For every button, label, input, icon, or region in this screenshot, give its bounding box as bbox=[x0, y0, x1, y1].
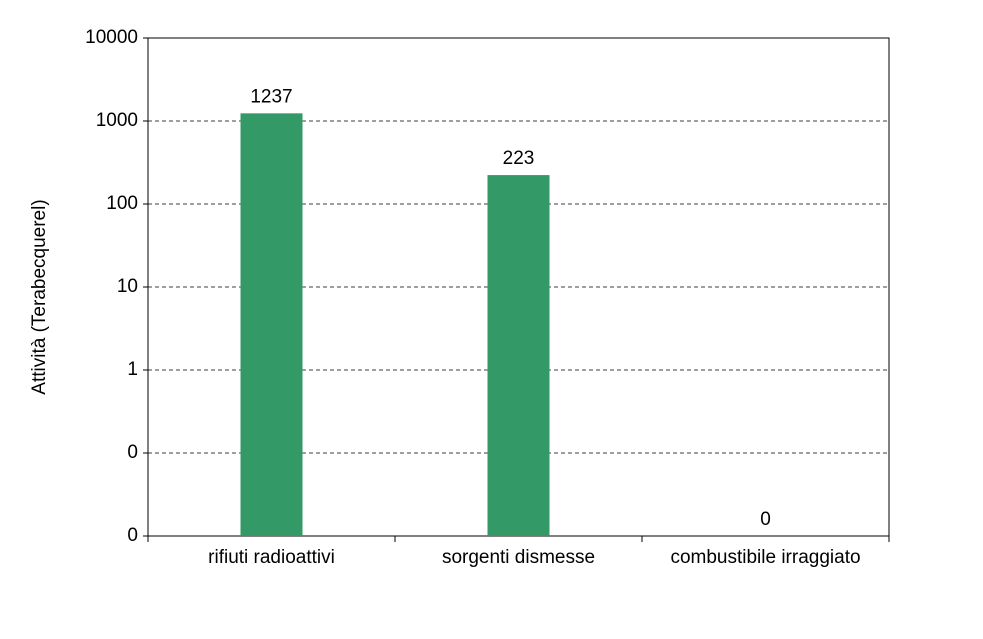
y-tick-label: 100 bbox=[106, 193, 138, 214]
x-tick-label: combustibile irraggiato bbox=[670, 547, 860, 568]
value-label: 1237 bbox=[250, 86, 292, 107]
y-axis-label: Attività (Terabecquerel) bbox=[29, 199, 50, 394]
x-tick-label: rifiuti radioattivi bbox=[208, 547, 335, 568]
bar bbox=[487, 175, 550, 536]
x-tick-label: sorgenti dismesse bbox=[442, 547, 595, 568]
value-label: 223 bbox=[503, 148, 535, 169]
y-tick-label: 0 bbox=[127, 442, 138, 463]
y-tick-label: 10000 bbox=[85, 27, 138, 48]
value-label: 0 bbox=[760, 509, 771, 530]
bar bbox=[240, 113, 303, 536]
y-tick-label: 1000 bbox=[96, 110, 138, 131]
y-tick-label: 10 bbox=[117, 276, 138, 297]
y-tick-label: 0 bbox=[127, 525, 138, 546]
y-tick-label: 1 bbox=[127, 359, 138, 380]
